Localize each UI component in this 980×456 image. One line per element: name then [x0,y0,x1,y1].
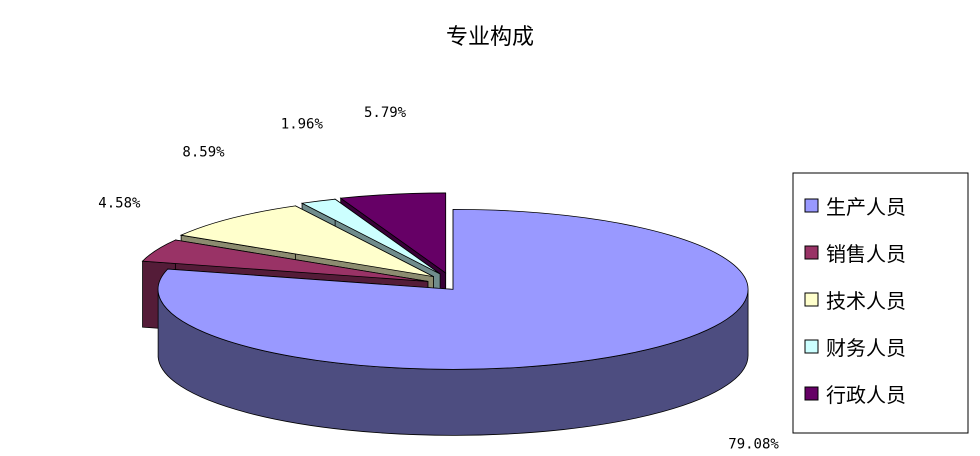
pie-slice [157,208,749,436]
data-labels: 79.08% 4.58% 8.59% 1.96% 5.79% [98,105,779,453]
legend-swatch [804,245,819,260]
legend-swatch [804,339,819,354]
pie-slices [141,192,749,436]
data-label: 4.58% [98,196,141,212]
legend-label: 生产人员 [826,195,906,219]
data-label: 79.08% [728,437,779,453]
chart-title: 专业构成 [446,25,534,50]
legend-label: 财务人员 [826,336,906,360]
pie-slice-top [141,239,428,282]
data-label: 5.79% [364,105,407,121]
pie-slice-top [339,192,447,274]
data-label: 8.59% [182,144,225,160]
legend-swatch [804,292,819,307]
pie-slice-top [179,205,434,277]
data-label: 1.96% [281,116,324,132]
legend-label: 技术人员 [826,289,906,313]
legend-frame [792,172,969,434]
legend-swatch [804,386,819,401]
legend-label: 销售人员 [826,242,906,266]
pie-slice-top [300,198,441,275]
pie-slice-top [157,208,749,370]
legend-swatch [804,198,819,213]
legend-label: 行政人员 [826,383,906,407]
